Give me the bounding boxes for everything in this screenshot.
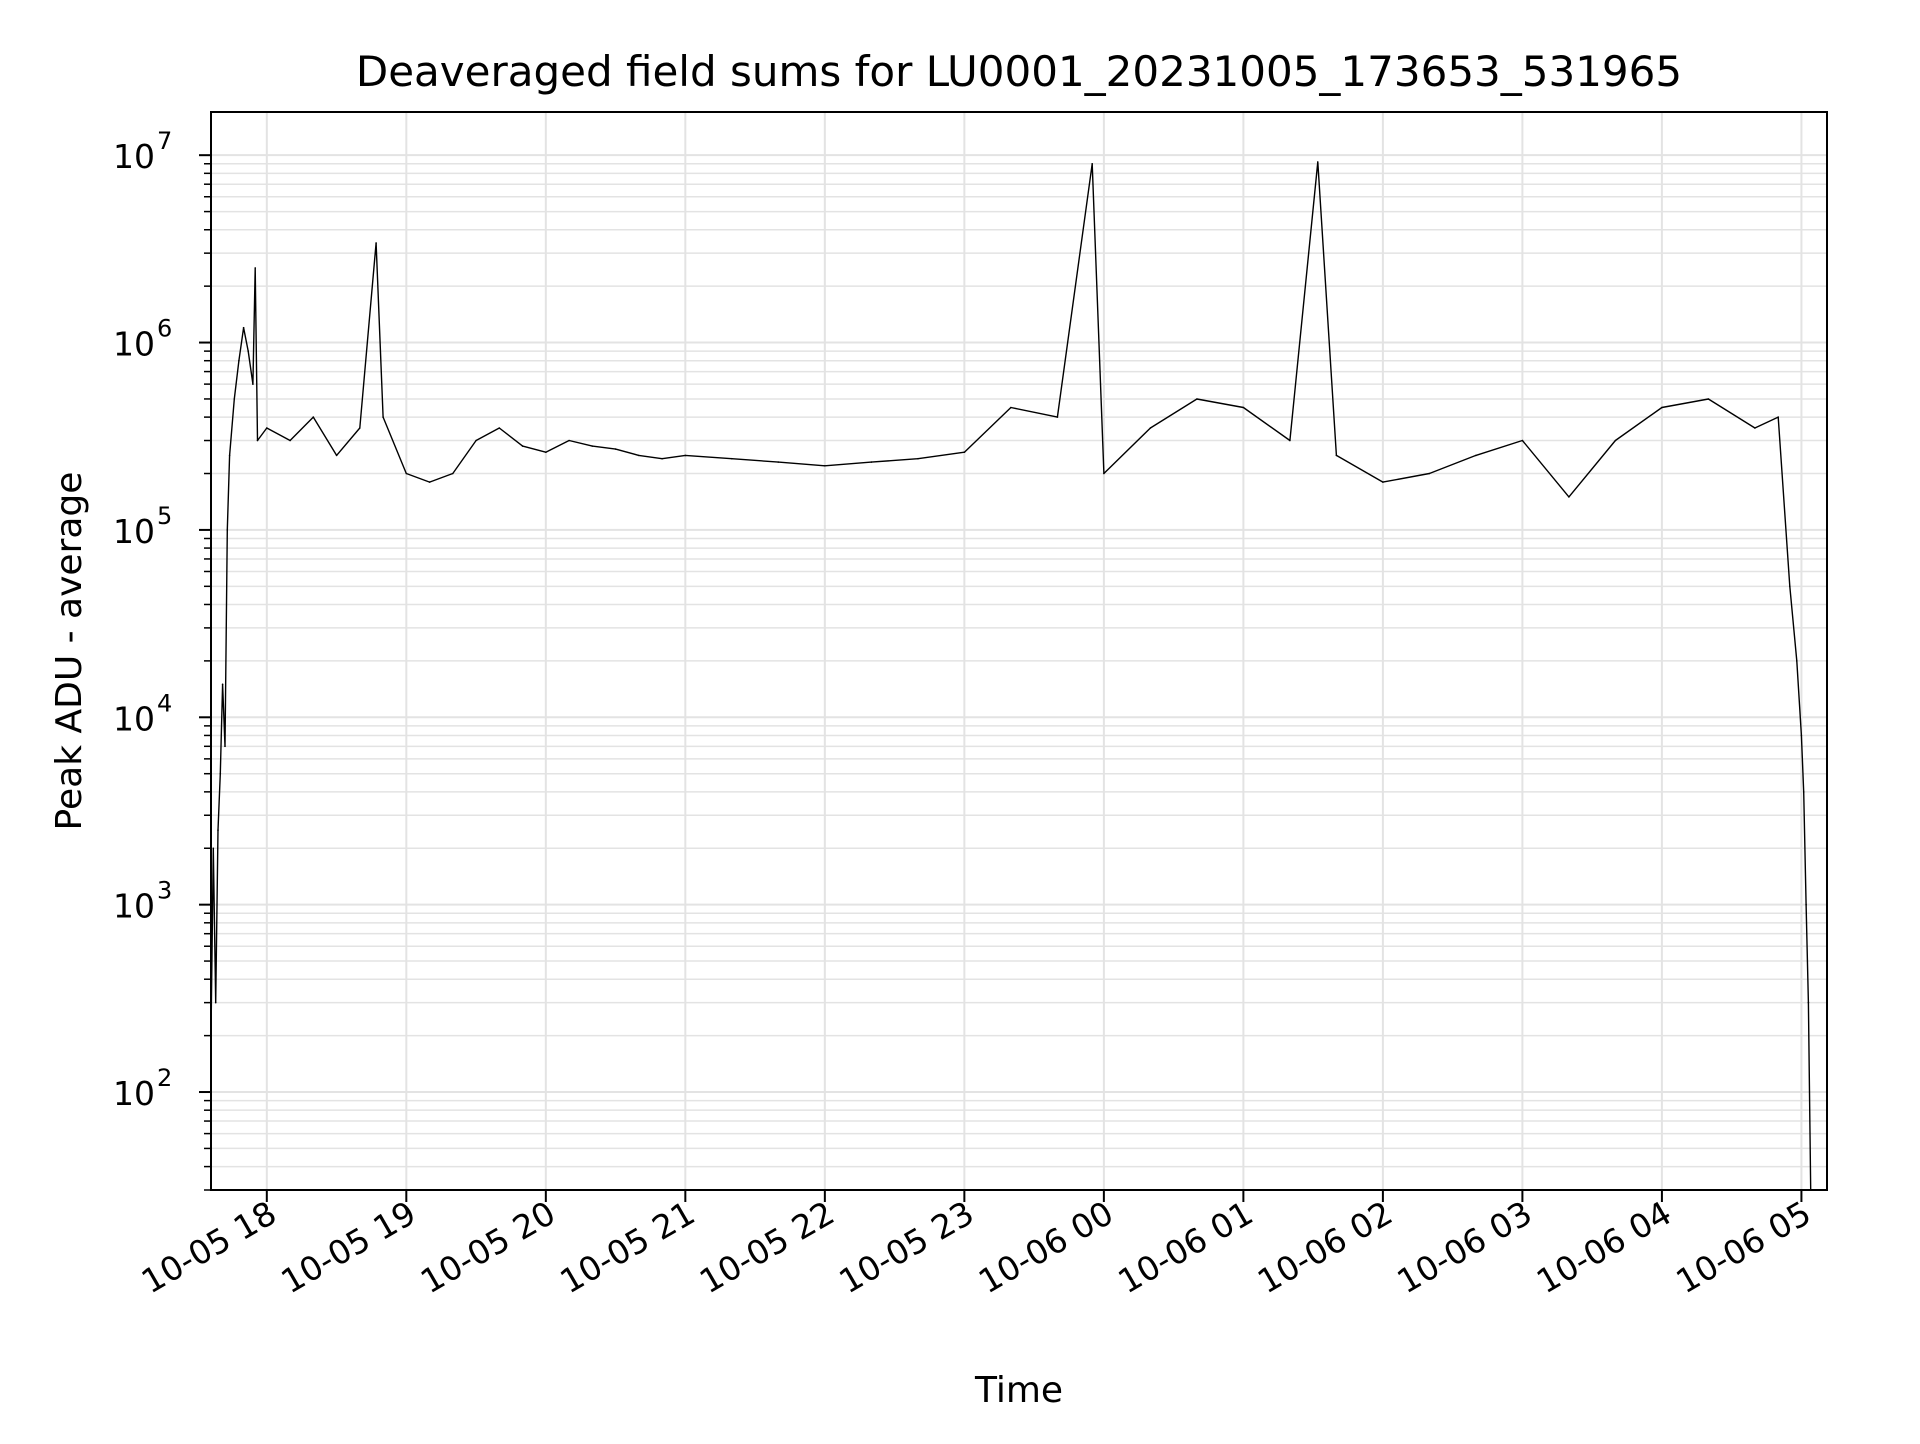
data-point — [212, 847, 215, 850]
data-point — [1802, 791, 1805, 793]
data-point — [242, 326, 245, 329]
y-tick-label: 10 — [113, 699, 155, 738]
data-point — [777, 461, 780, 463]
data-point — [233, 398, 236, 400]
y-tick-exponent: 5 — [157, 502, 172, 530]
data-point — [1707, 398, 1710, 400]
data-point — [375, 242, 377, 244]
y-tick-label: 10 — [113, 137, 155, 176]
data-point — [475, 439, 477, 442]
data-point — [1242, 406, 1245, 409]
data-point — [256, 439, 259, 442]
data-point — [1382, 481, 1384, 483]
data-point — [731, 457, 733, 460]
data-point — [824, 465, 826, 467]
data-point — [1056, 416, 1059, 418]
data-point — [1335, 454, 1338, 457]
data-point — [359, 427, 361, 429]
data-point — [568, 439, 570, 442]
data-point — [428, 481, 431, 483]
y-tick-exponent: 3 — [157, 877, 172, 905]
x-axis-label: Time — [974, 1370, 1063, 1411]
data-point — [254, 267, 256, 269]
chart-title: Deaveraged field sums for LU0001_2023100… — [356, 47, 1682, 96]
data-point — [1521, 439, 1524, 442]
x-tick-label: 10-06 03 — [1390, 1193, 1538, 1301]
data-point — [221, 683, 224, 686]
data-point — [247, 350, 249, 352]
data-point — [1010, 406, 1012, 409]
data-point — [1149, 427, 1152, 429]
data-point — [1777, 416, 1779, 418]
x-tick-label: 10-06 05 — [1669, 1193, 1817, 1301]
data-point — [1796, 660, 1798, 662]
data-point — [1789, 585, 1791, 588]
data-point — [1807, 1001, 1810, 1004]
data-point — [498, 427, 501, 429]
x-tick-label: 10-05 22 — [693, 1193, 841, 1301]
y-tick-label: 10 — [113, 325, 155, 364]
data-point — [1103, 472, 1105, 475]
x-tick-label: 10-05 18 — [135, 1193, 283, 1301]
data-point — [335, 454, 338, 457]
data-point — [1317, 161, 1319, 163]
y-tick-label: 10 — [113, 1074, 155, 1113]
y-tick-exponent: 7 — [157, 127, 172, 155]
data-point — [382, 416, 384, 418]
x-tick-label: 10-05 20 — [414, 1193, 562, 1301]
data-point — [1196, 398, 1198, 400]
x-tick-label: 10-06 04 — [1530, 1193, 1678, 1301]
data-point — [224, 745, 226, 748]
y-axis-label: Peak ADU - average — [49, 472, 90, 831]
data-point — [684, 454, 687, 457]
data-point — [214, 1001, 217, 1004]
x-tick-label: 10-06 00 — [972, 1193, 1120, 1301]
data-point — [963, 451, 966, 454]
data-point — [591, 445, 594, 447]
data-point — [217, 829, 219, 831]
data-point — [1289, 439, 1291, 442]
data-point — [614, 448, 617, 450]
data-point — [1568, 496, 1570, 498]
x-tick-label: 10-06 02 — [1251, 1193, 1399, 1301]
data-point — [545, 451, 547, 454]
data-point — [266, 427, 268, 429]
data-point — [1475, 454, 1477, 457]
x-tick-label: 10-05 21 — [553, 1193, 701, 1301]
data-point — [452, 472, 454, 475]
data-point — [228, 454, 231, 457]
data-point — [1428, 472, 1431, 475]
data-point — [312, 416, 315, 418]
y-tick-exponent: 2 — [157, 1064, 172, 1092]
grid — [211, 112, 1827, 1191]
y-tick-label: 10 — [113, 887, 155, 926]
data-layer — [210, 161, 1812, 1191]
data-point — [1754, 427, 1756, 429]
data-point — [252, 383, 254, 385]
data-point — [638, 454, 640, 457]
y-tick-exponent: 6 — [157, 315, 172, 343]
data-point — [1661, 406, 1663, 409]
data-point — [238, 359, 240, 362]
y-tick-exponent: 4 — [157, 689, 172, 717]
y-tick-label: 10 — [113, 512, 155, 551]
data-point — [1800, 734, 1803, 737]
data-point — [521, 445, 524, 447]
data-point — [1614, 439, 1617, 442]
data-point — [1805, 903, 1807, 906]
data-point — [405, 472, 408, 475]
x-tick-label: 10-05 19 — [274, 1193, 422, 1301]
data-point — [289, 439, 291, 442]
x-tick-label: 10-05 23 — [832, 1193, 980, 1301]
plot-frame — [210, 111, 1828, 1191]
data-point — [1091, 163, 1093, 165]
data-point — [917, 457, 919, 460]
data-point — [661, 457, 663, 460]
x-tick-label: 10-06 01 — [1111, 1193, 1259, 1301]
data-point — [226, 529, 229, 531]
data-point — [219, 772, 222, 775]
data-point — [870, 461, 873, 463]
